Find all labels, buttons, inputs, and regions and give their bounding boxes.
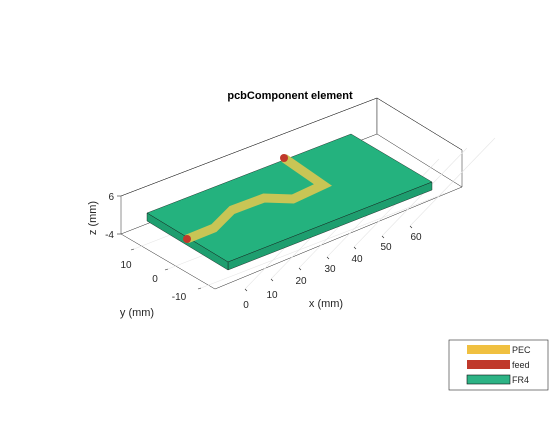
pec-trace: [185, 154, 333, 244]
y-tick-mark: [130, 248, 135, 251]
y-tick-label: 10: [120, 260, 132, 271]
y-axis-label: y (mm): [120, 307, 154, 319]
chart-title: pcbComponent element: [227, 90, 353, 102]
legend-label: feed: [512, 360, 530, 370]
x-tick-mark: [298, 267, 302, 271]
feed-point: [280, 154, 288, 162]
y-tick-mark: [197, 287, 202, 290]
y-tick-label: 0: [152, 274, 158, 285]
y-tick-mark: [164, 268, 169, 271]
x-tick-label: 50: [380, 242, 392, 253]
x-tick-label: 10: [266, 290, 278, 301]
z-tick-label: 6: [108, 192, 114, 203]
axes-labels: pcbComponent element x (mm) y (mm) z (mm…: [87, 90, 353, 319]
feed-point: [183, 235, 191, 243]
x-tick-label: 60: [410, 232, 422, 243]
legend-swatch: [467, 345, 510, 354]
pcb-board: [146, 133, 433, 271]
x-tick-label: 20: [295, 276, 307, 287]
x-tick-label: 30: [324, 264, 336, 275]
legend-label: FR4: [512, 375, 529, 385]
legend-label: PEC: [512, 345, 531, 355]
x-tick-mark: [353, 246, 357, 250]
z-axis-label: z (mm): [87, 201, 99, 235]
z-tick-label: -4: [105, 230, 114, 241]
legend: PEC feed FR4: [448, 339, 549, 391]
x-tick-mark: [270, 278, 274, 282]
x-tick-mark: [244, 288, 248, 292]
x-grid-line: [409, 137, 496, 227]
x-tick-label: 40: [351, 254, 363, 265]
x-tick-mark: [326, 256, 330, 260]
legend-swatch: [467, 360, 510, 369]
x-axis-label: x (mm): [309, 298, 343, 310]
y-tick-label: -10: [172, 292, 187, 303]
legend-swatch: [466, 374, 511, 385]
y-grid-line: [200, 192, 447, 289]
tick-labels: 0 10 20 30 40 50 60 10 0 -10 6 -4: [105, 192, 422, 311]
x-tick-label: 0: [243, 300, 249, 311]
x-tick-mark: [381, 235, 385, 239]
x-tick-mark: [409, 225, 413, 229]
